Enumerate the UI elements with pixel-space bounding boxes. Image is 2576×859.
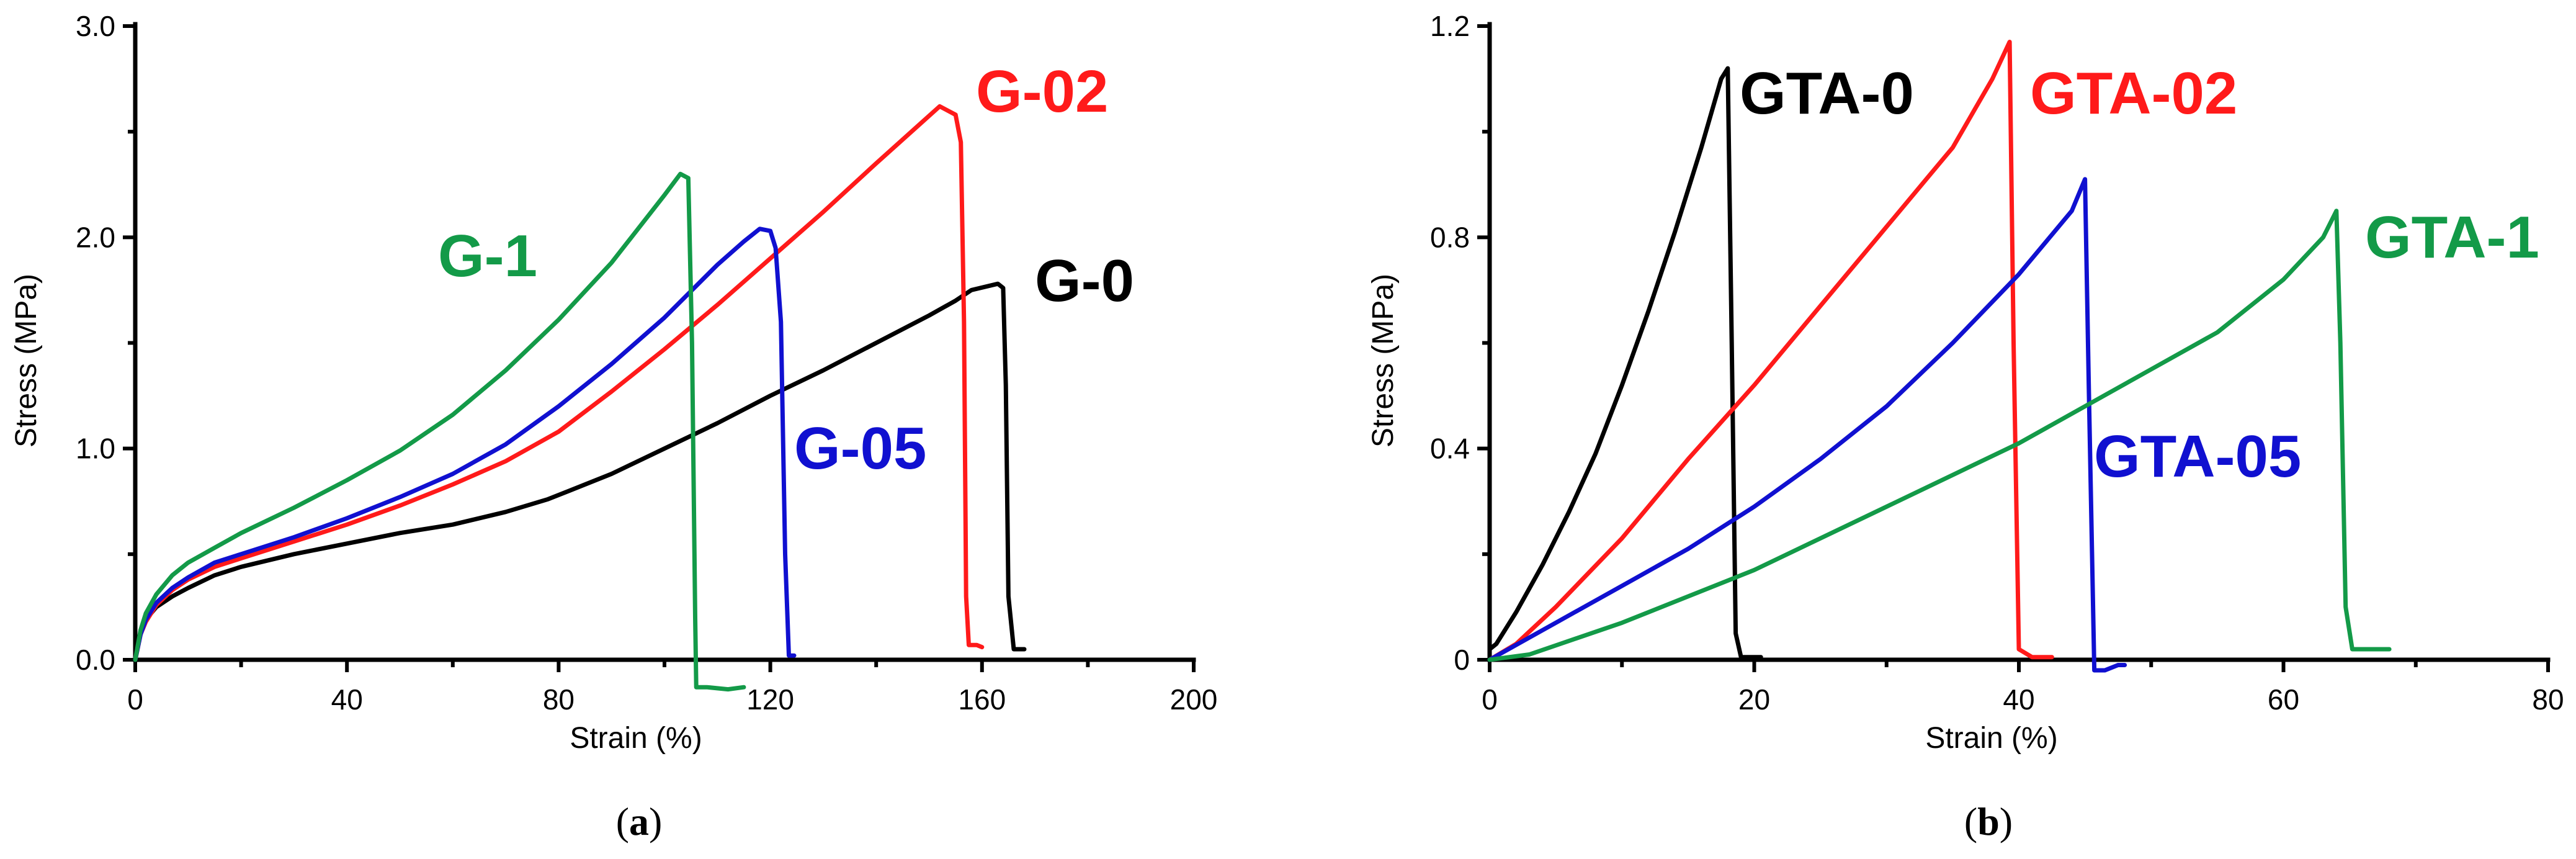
panel-a-y-tick-label: 0.0 [76,644,115,676]
panel-a-label-g1: G-1 [438,223,537,289]
panel-b-x-axis-title: Strain (%) [1925,722,2057,755]
panel-a-x-tick-label: 40 [331,683,363,716]
panel-b-y-tick-label: 1.2 [1430,10,1470,42]
panel-b-caption-letter: b [1977,799,2000,843]
panel-b-y-tick-label: 0.8 [1430,221,1470,253]
panel-b-series-gta-1 [1487,209,2392,662]
panel-b-series-gta-02 [1487,40,2054,662]
panel-b-label-gta05: GTA-05 [2094,423,2301,490]
panel-b-y-axis-title: Stress (MPa) [1367,274,1400,447]
panel-b-plot-area: 0 20 40 60 80 0 0.4 0.8 1.2 [1430,10,2564,716]
panel-a-x-tick-label: 80 [543,683,575,716]
panel-a-y-axis-title: Stress (MPa) [10,274,43,447]
panel-b-label-gta1: GTA-1 [2365,204,2539,271]
panel-a-caption-open: ( [616,799,629,843]
panel-a-series-g-05 [133,227,797,662]
panel-a-caption: (a) [616,799,663,843]
panel-a-series-g-1 [133,171,746,692]
panel-b-y-tick-label: 0.4 [1430,433,1470,465]
panel-a-x-tick-label: 120 [746,683,794,716]
panel-b-caption: (b) [1964,799,2013,843]
panel-a-label-g02: G-02 [976,58,1108,125]
panel-b-x-tick-label: 80 [2532,683,2564,716]
panel-a-caption-letter: a [629,799,649,843]
panel-b-series-gta-05 [1487,177,2127,673]
panel-a-label-g0: G-0 [1035,248,1134,314]
panel-b-label-gta02: GTA-02 [2030,60,2237,127]
panel-a-caption-close: ) [649,799,662,843]
panel-a-x-tick-label: 0 [127,683,143,716]
panel-a-x-tick-label: 200 [1170,683,1218,716]
panel-b-x-tick-label: 40 [2003,683,2034,716]
panel-b-caption-close: ) [2000,799,2013,843]
panel-b-y-tick-label: 0 [1454,644,1470,676]
panel-b-label-gta0: GTA-0 [1740,60,1914,127]
panel-b: 0 20 40 60 80 0 0.4 0.8 1.2 GTA-0 GTA-02 GTA-1 G… [1367,10,2564,843]
panel-a-plot-area: 0 40 80 120 160 200 0.0 1.0 2.0 3.0 [76,10,1217,716]
panel-b-x-tick-label: 60 [2268,683,2299,716]
panel-b-x-tick-label: 0 [1482,683,1498,716]
panel-a-y-tick-label: 3.0 [76,10,115,42]
panel-a-y-tick-label: 1.0 [76,433,115,465]
panel-a-x-axis-title: Strain (%) [570,722,702,755]
panel-a-y-tick-label: 2.0 [76,221,115,253]
panel-b-series-gta-0 [1487,66,1763,660]
panel-b-x-tick-label: 20 [1738,683,1770,716]
panel-a-x-tick-label: 160 [958,683,1006,716]
panel-b-caption-open: ( [1964,799,1977,843]
panel-a-label-g05: G-05 [794,415,926,482]
panel-a-series-g-0 [133,281,1027,662]
